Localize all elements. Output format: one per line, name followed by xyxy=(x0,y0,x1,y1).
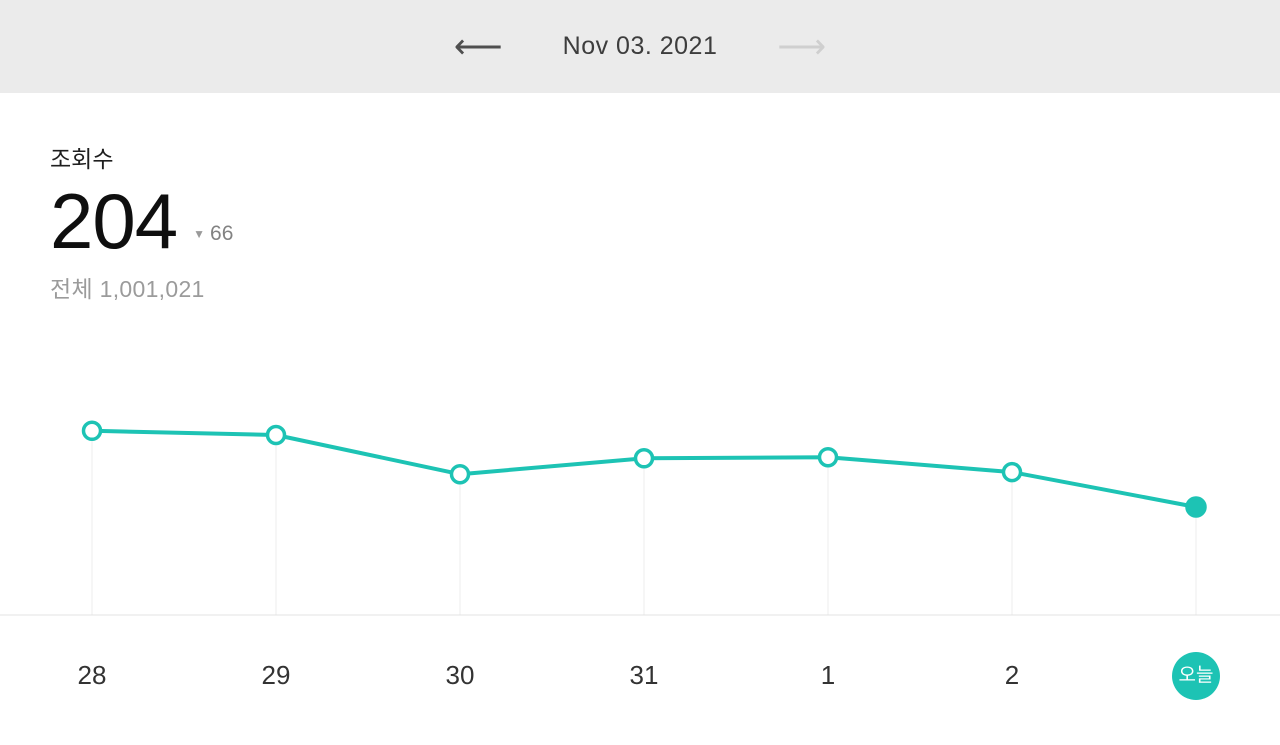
x-label-1: 1 xyxy=(820,660,836,690)
x-label-29: 29 xyxy=(261,660,291,690)
views-value-row: 204 ▼ 66 xyxy=(50,182,233,260)
today-badge[interactable]: 오늘 xyxy=(1172,652,1220,700)
delta-value: 66 xyxy=(210,222,234,245)
views-label: 조회수 xyxy=(50,146,114,172)
x-label-31: 31 xyxy=(629,660,659,690)
views-summary: 조회수 204 ▼ 66 전체 1,001,021 xyxy=(50,140,233,304)
date-label: Nov 03. 2021 xyxy=(562,32,718,60)
views-count: 204 xyxy=(50,177,178,265)
prev-date-arrow-icon[interactable]: ⟵ xyxy=(450,30,507,64)
x-label-2: 2 xyxy=(1004,660,1020,690)
next-date-arrow-icon[interactable]: ⟶ xyxy=(773,30,830,64)
date-navigation: ⟵ Nov 03. 2021 ⟶ xyxy=(0,0,1280,93)
x-label-30: 30 xyxy=(445,660,475,690)
total-views: 전체 1,001,021 xyxy=(50,270,233,304)
views-delta: ▼ 66 xyxy=(193,222,233,246)
delta-down-icon: ▼ xyxy=(193,227,206,241)
total-views-label: 전체 xyxy=(50,276,93,302)
total-views-value: 1,001,021 xyxy=(99,276,205,302)
x-label-28: 28 xyxy=(77,660,107,690)
